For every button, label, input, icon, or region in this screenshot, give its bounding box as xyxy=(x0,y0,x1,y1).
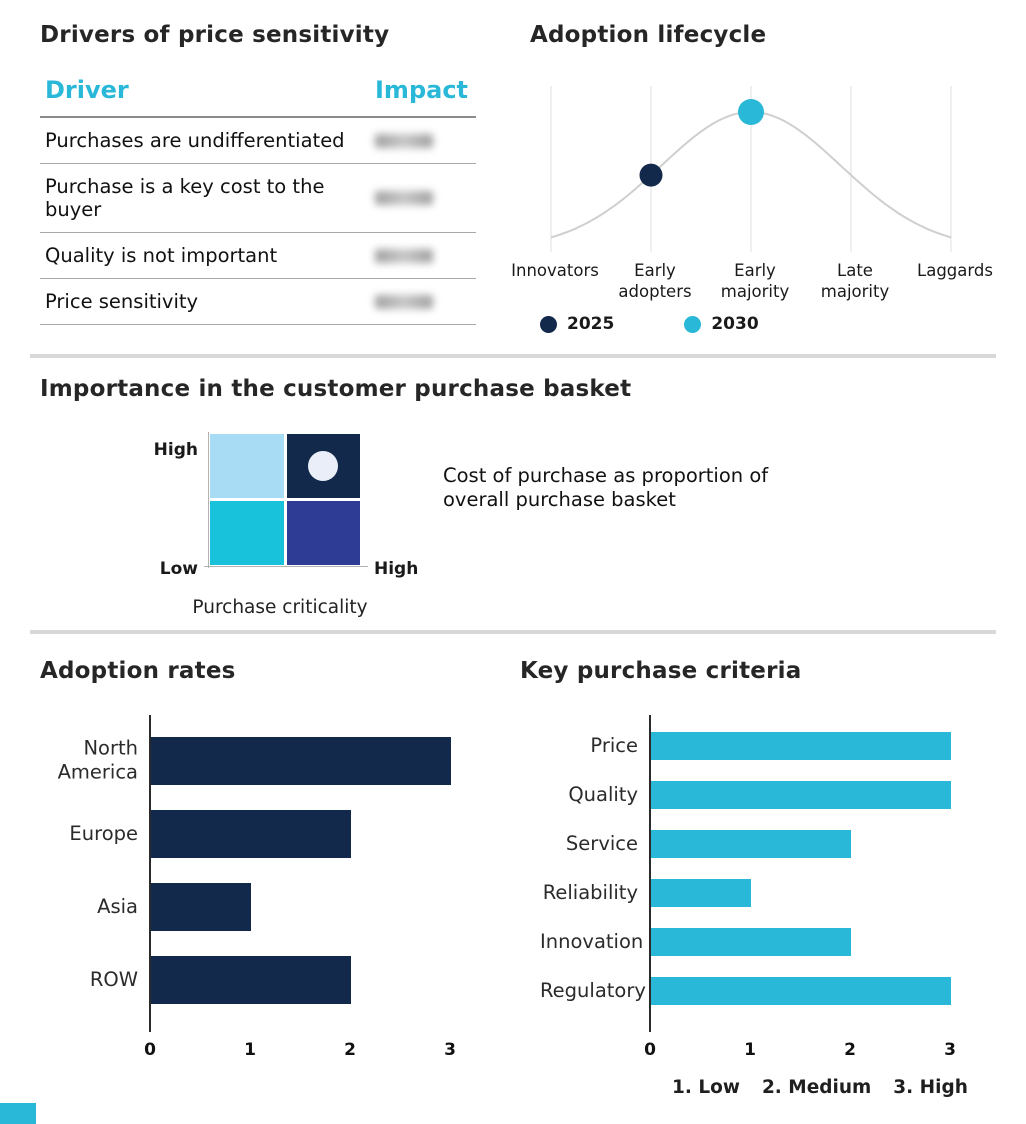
impact-column-header: Impact xyxy=(370,68,476,118)
lifecycle-section-title: Adoption lifecycle xyxy=(530,22,767,48)
driver-cell: Purchases are undifferentiated xyxy=(40,117,370,164)
bar-category-label: Asia xyxy=(97,894,138,918)
bar-category-label: Regulatory xyxy=(540,978,646,1002)
bar-category-label: Price xyxy=(590,733,638,757)
drivers-section-title: Drivers of price sensitivity xyxy=(40,22,390,48)
matrix-annotation: Cost of purchase as proportion of overal… xyxy=(443,464,769,511)
y-axis-high-label: High xyxy=(153,440,198,460)
impact-cell xyxy=(370,117,476,164)
marker-dot-2030 xyxy=(738,99,764,125)
adoption-rates-plot: North America Europe Asia ROW 0 1 2 3 xyxy=(40,715,520,1060)
x-tick-label: 3 xyxy=(944,1040,956,1060)
marker-dot-2025 xyxy=(639,163,663,187)
lifecycle-category-label: Early majority xyxy=(720,261,790,302)
key-criteria-title: Key purchase criteria xyxy=(520,658,802,684)
driver-row: Purchase is a key cost to the buyer xyxy=(40,163,476,233)
quadrant-top-left xyxy=(210,434,284,498)
quadrant-top-right xyxy=(286,434,360,498)
driver-row: Price sensitivity xyxy=(40,278,476,325)
key-criteria-plot: Price Quality Service Reliability Innovation… xyxy=(540,715,1020,1060)
lifecycle-plot xyxy=(550,86,952,252)
matrix-y-axis-line xyxy=(208,432,209,568)
scale-note-medium: 2. Medium xyxy=(761,1077,872,1098)
drivers-table-body: Purchases are undifferentiated Purchase i… xyxy=(40,117,476,325)
bar xyxy=(651,781,951,809)
quadrant-bottom-right xyxy=(286,501,360,565)
driver-row: Purchases are undifferentiated xyxy=(40,117,476,164)
bar xyxy=(651,879,751,907)
scale-note: 1. Low 2. Medium 3. High xyxy=(672,1077,968,1098)
bar xyxy=(651,732,951,760)
driver-column-header: Driver xyxy=(40,68,370,118)
scale-note-high: 3. High xyxy=(893,1077,968,1098)
brand-corner-block xyxy=(0,1103,36,1124)
impact-cell xyxy=(370,232,476,279)
impact-cell xyxy=(370,163,476,233)
matrix-x-axis-line xyxy=(204,566,368,567)
drivers-table: Driver Impact Purchases are undifferenti… xyxy=(40,68,476,325)
y-axis-line xyxy=(649,715,651,1032)
impact-redacted-value xyxy=(375,248,433,263)
impact-cell xyxy=(370,278,476,325)
y-axis-low-label: Low xyxy=(159,559,198,579)
x-tick-label: 0 xyxy=(644,1040,656,1060)
impact-redacted-value xyxy=(375,294,433,309)
lifecycle-category-label: Late majority xyxy=(820,261,890,302)
section-divider xyxy=(30,354,996,358)
lifecycle-category-label: Early adopters xyxy=(618,261,692,302)
legend-label: 2025 xyxy=(567,314,615,334)
lifecycle-legend: 2025 2030 xyxy=(540,314,759,334)
driver-row: Quality is not important xyxy=(40,232,476,279)
legend-item-2030: 2030 xyxy=(684,314,759,334)
impact-redacted-value xyxy=(375,191,433,205)
y-axis-line xyxy=(149,715,151,1032)
driver-cell: Purchase is a key cost to the buyer xyxy=(40,163,370,233)
section-divider xyxy=(30,630,996,634)
bar xyxy=(651,977,951,1005)
bar-category-label: Europe xyxy=(69,821,138,845)
x-tick-label: 2 xyxy=(844,1040,856,1060)
bar-category-label: Innovation xyxy=(540,929,644,953)
legend-item-2025: 2025 xyxy=(540,314,614,334)
drivers-header-row: Driver Impact xyxy=(40,68,476,118)
bar xyxy=(651,928,851,956)
bar-category-label: Service xyxy=(565,831,638,855)
legend-label: 2030 xyxy=(711,314,759,334)
bar-category-label: ROW xyxy=(89,967,138,991)
legend-dot xyxy=(540,315,557,333)
bar xyxy=(151,956,351,1004)
drivers-table-head: Driver Impact xyxy=(40,68,476,118)
matrix-marker-dot xyxy=(308,451,339,481)
purchase-basket-matrix xyxy=(210,434,360,565)
x-tick-label: 1 xyxy=(744,1040,756,1060)
quadrant-bottom-left xyxy=(210,501,284,565)
bar-category-label: Reliability xyxy=(542,880,638,904)
x-tick-label: 3 xyxy=(444,1040,456,1060)
bar xyxy=(651,830,851,858)
x-axis-title: Purchase criticality xyxy=(192,597,368,618)
bar-category-label: North America xyxy=(57,736,138,784)
x-tick-label: 2 xyxy=(344,1040,356,1060)
bar xyxy=(151,737,451,785)
x-tick-label: 0 xyxy=(144,1040,156,1060)
bar xyxy=(151,810,351,858)
scale-note-low: 1. Low xyxy=(672,1077,740,1098)
bar-category-label: Quality xyxy=(568,782,638,806)
matrix-section-title: Importance in the customer purchase bask… xyxy=(40,376,632,402)
lifecycle-category-label: Laggards xyxy=(917,261,993,280)
x-tick-label: 1 xyxy=(244,1040,256,1060)
legend-dot xyxy=(684,315,702,333)
adoption-rates-title: Adoption rates xyxy=(40,658,236,684)
x-axis-high-label: High xyxy=(374,559,419,579)
driver-cell: Quality is not important xyxy=(40,232,370,279)
impact-redacted-value xyxy=(375,133,433,148)
driver-cell: Price sensitivity xyxy=(40,278,370,325)
lifecycle-category-label: Innovators xyxy=(511,261,599,280)
lifecycle-categories: Innovators Early adopters Early majority La… xyxy=(505,260,1005,302)
bar xyxy=(151,883,251,931)
